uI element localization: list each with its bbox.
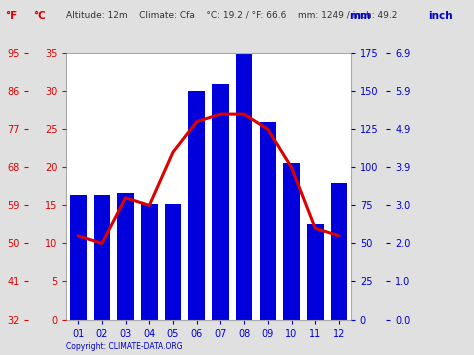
Bar	[283, 163, 300, 320]
Text: mm: mm	[349, 11, 371, 21]
Text: °C: °C	[33, 11, 46, 21]
Bar	[188, 91, 205, 320]
Bar	[236, 53, 252, 320]
Bar	[164, 204, 181, 320]
Text: Altitude: 12m    Climate: Cfa    °C: 19.2 / °F: 66.6    mm: 1249 / inch: 49.2: Altitude: 12m Climate: Cfa °C: 19.2 / °F…	[66, 11, 398, 20]
Bar	[212, 84, 228, 320]
Text: Copyright: CLIMATE-DATA.ORG: Copyright: CLIMATE-DATA.ORG	[66, 343, 183, 351]
Text: inch: inch	[428, 11, 453, 21]
Bar	[70, 195, 86, 320]
Bar	[307, 224, 323, 320]
Bar	[93, 195, 110, 320]
Text: °F: °F	[5, 11, 17, 21]
Bar	[330, 182, 347, 320]
Bar	[141, 204, 157, 320]
Bar	[117, 193, 134, 320]
Bar	[259, 122, 276, 320]
